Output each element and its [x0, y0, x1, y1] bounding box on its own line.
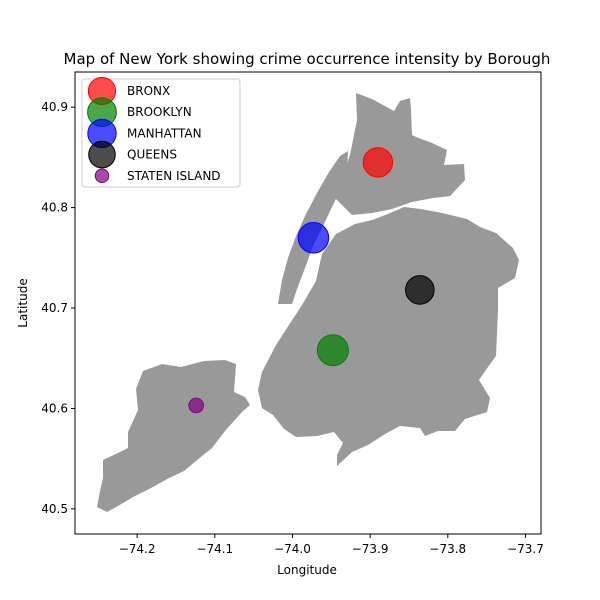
- legend-label: BRONX: [127, 84, 170, 98]
- y-tick-label: 40.9: [41, 100, 68, 114]
- y-tick-label: 40.7: [41, 301, 68, 315]
- x-axis-label: Longitude: [277, 563, 337, 577]
- y-tick-label: 40.5: [41, 502, 68, 516]
- y-tick-label: 40.6: [41, 401, 68, 415]
- x-axis-ticks: −74.2 −74.1 −74.0 −73.9 −73.8 −73.7: [119, 534, 544, 556]
- chart-title: Map of New York showing crime occurrence…: [64, 50, 551, 68]
- x-tick-label: −73.8: [429, 542, 466, 556]
- y-axis-label: Latitude: [16, 278, 30, 327]
- legend-frame: [81, 78, 241, 188]
- x-tick-label: −74.1: [196, 542, 233, 556]
- borough-markers: [188, 147, 435, 414]
- marker-bronx: [362, 147, 394, 178]
- marker-manhattan: [297, 221, 330, 254]
- brooklyn-queens-shape: [258, 207, 519, 466]
- legend-marker-queens: [88, 140, 116, 169]
- x-tick-label: −74.2: [119, 542, 156, 556]
- y-axis-ticks: 40.5 40.6 40.7 40.8 40.9: [41, 100, 75, 516]
- legend: BRONX BROOKLYN MANHATTAN QUEENS STATEN ISLAN…: [81, 76, 241, 188]
- marker-staten-island: [188, 397, 204, 414]
- nyc-borough-shapes: [97, 93, 519, 512]
- legend-label: STATEN ISLAND: [127, 169, 221, 183]
- marker-queens: [405, 275, 435, 305]
- bronx-shape: [335, 93, 465, 215]
- x-tick-label: −74.0: [274, 542, 311, 556]
- legend-label: MANHATTAN: [127, 126, 202, 140]
- x-tick-label: −73.9: [352, 542, 389, 556]
- y-tick-label: 40.8: [41, 201, 68, 215]
- legend-marker-staten-island: [94, 168, 110, 184]
- plot-frame: [74, 71, 542, 535]
- marker-brooklyn: [316, 334, 349, 367]
- legend-label: QUEENS: [127, 148, 177, 162]
- staten-island-shape: [97, 360, 250, 512]
- x-tick-label: −73.7: [507, 542, 544, 556]
- legend-label: BROOKLYN: [127, 105, 192, 119]
